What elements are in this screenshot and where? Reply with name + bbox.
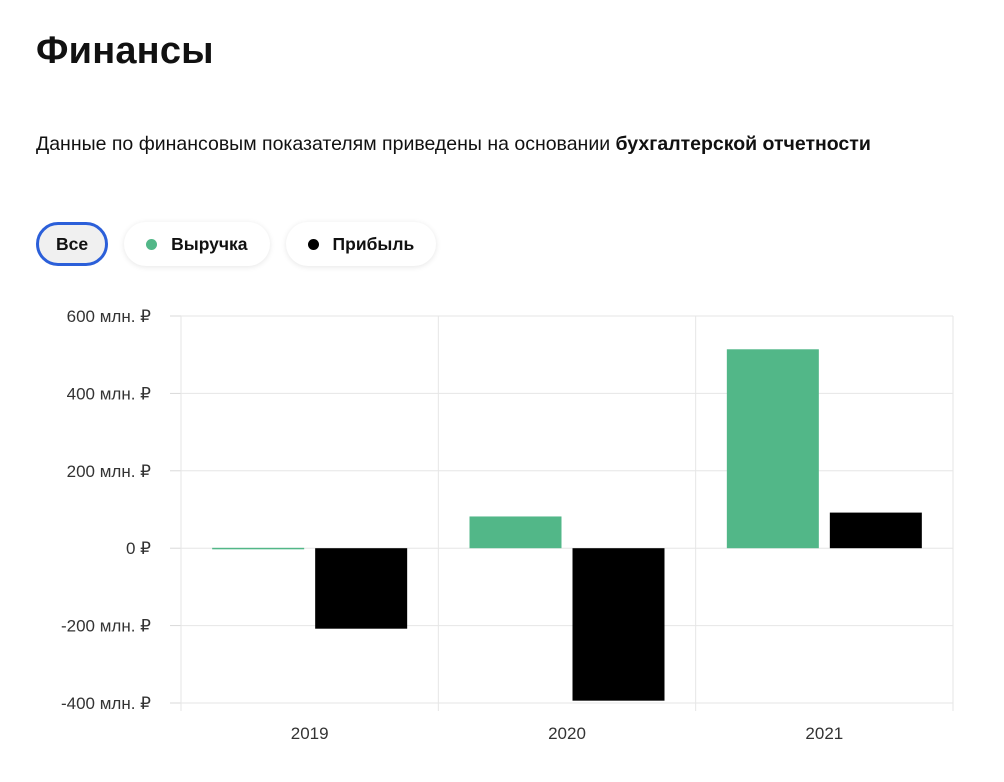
description-text: Данные по финансовым показателям приведе… <box>36 133 616 155</box>
revenue-bar-2021 <box>726 349 819 549</box>
series-filter-group: Все Выручка Прибыль <box>36 222 437 266</box>
accounting-report-link[interactable]: бухгалтерской отчетности <box>615 133 871 155</box>
y-tick-label: 0 ₽ <box>126 539 151 558</box>
profit-bar-2020 <box>572 548 665 701</box>
profit-bar-2019 <box>315 548 408 629</box>
y-tick-label: 200 млн. ₽ <box>67 462 152 481</box>
profit-dot-icon <box>307 238 319 250</box>
profit-bar-2021 <box>829 512 922 549</box>
filter-revenue-label: Выручка <box>171 233 248 254</box>
finance-description: Данные по финансовым показателям приведе… <box>36 128 936 161</box>
x-tick-label: 2021 <box>805 724 843 743</box>
filter-all-label: Все <box>56 233 89 254</box>
filter-revenue-button[interactable]: Выручка <box>124 222 270 266</box>
y-tick-label: 600 млн. ₽ <box>67 307 152 326</box>
revenue-dot-icon <box>146 238 158 250</box>
y-tick-label: -200 млн. ₽ <box>61 617 151 636</box>
revenue-bar-2019 <box>212 547 305 550</box>
filter-all-button[interactable]: Все <box>36 222 109 266</box>
filter-profit-label: Прибыль <box>332 233 415 254</box>
x-tick-label: 2020 <box>548 724 586 743</box>
x-tick-label: 2019 <box>291 724 329 743</box>
filter-profit-button[interactable]: Прибыль <box>285 222 437 266</box>
y-tick-label: -400 млн. ₽ <box>61 694 151 713</box>
finance-bar-chart: 600 млн. ₽ 400 млн. ₽ 200 млн. ₽ 0 ₽ -200 мл… <box>61 307 954 743</box>
revenue-bar-2020 <box>469 516 562 549</box>
page-title: Финансы <box>36 30 214 72</box>
y-tick-label: 400 млн. ₽ <box>67 384 152 403</box>
